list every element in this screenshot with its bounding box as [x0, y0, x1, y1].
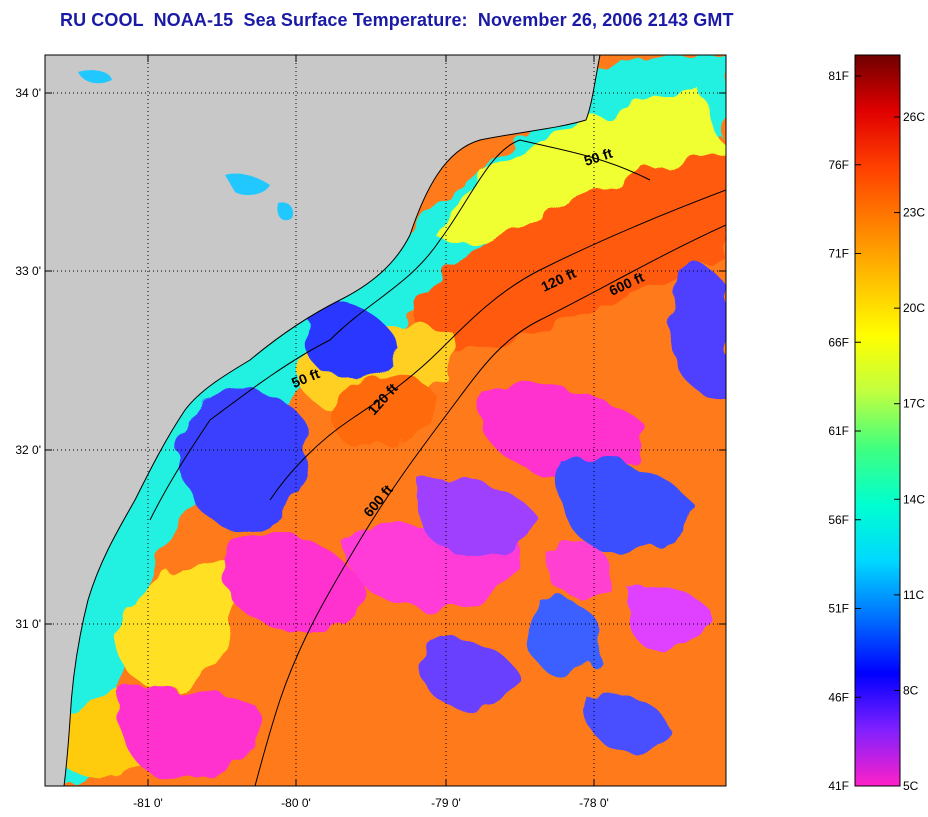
lat-tick-label: 33 0'	[15, 264, 41, 278]
lat-tick-label: 31 0'	[15, 617, 41, 631]
sst-color-field	[45, 55, 726, 786]
colorbar-c-label: 23C	[903, 206, 925, 220]
inland-water	[277, 202, 294, 221]
colorbar-c-label: 14C	[903, 492, 925, 506]
lat-lon-grid	[45, 55, 726, 786]
inland-water	[225, 173, 270, 196]
lat-tick-label: 34 0'	[15, 86, 41, 100]
colorbar-f-label: 46F	[828, 690, 849, 704]
tick-marks	[45, 55, 726, 786]
colorbar-f-label: 81F	[828, 69, 849, 83]
colorbar-celsius-labels: 26C 23C 20C 17C 14C 11C 8C 5C	[894, 110, 925, 793]
colorbar-f-label: 56F	[828, 513, 849, 527]
lon-tick-label: -80 0'	[281, 796, 311, 810]
lon-tick-label: -79 0'	[431, 796, 461, 810]
land-mass	[45, 55, 601, 786]
contour-50ft	[149, 139, 651, 521]
colorbar-c-label: 20C	[903, 301, 925, 315]
colorbar-f-label: 66F	[828, 335, 849, 349]
colorbar-f-label: 76F	[828, 158, 849, 172]
contour-600ft	[254, 224, 726, 786]
colorbar-f-label: 71F	[828, 247, 849, 261]
colorbar-c-label: 17C	[903, 397, 925, 411]
colorbar-f-label: 51F	[828, 602, 849, 616]
lon-tick-label: -78 0'	[579, 796, 609, 810]
colorbar-c-label: 11C	[903, 588, 924, 602]
colorbar-c-label: 5C	[903, 779, 919, 793]
map-title: RU COOL NOAA-15 Sea Surface Temperature:…	[60, 10, 734, 30]
bathymetry-contours	[149, 139, 726, 786]
colorbar-fahrenheit-labels: 81F 76F 71F 66F 61F 56F 51F 46F 41F	[828, 69, 861, 793]
colorbar-c-label: 8C	[903, 683, 919, 697]
map-frame	[44, 54, 727, 787]
colorbar-f-label: 61F	[828, 424, 849, 438]
contour-120ft	[269, 189, 726, 501]
lat-tick-label: 32 0'	[15, 443, 41, 457]
colorbar-f-label: 41F	[828, 779, 849, 793]
colorbar-c-label: 26C	[903, 110, 925, 124]
lon-tick-label: -81 0'	[133, 796, 163, 810]
colorbar-gradient	[854, 54, 901, 787]
inland-water	[78, 70, 112, 84]
